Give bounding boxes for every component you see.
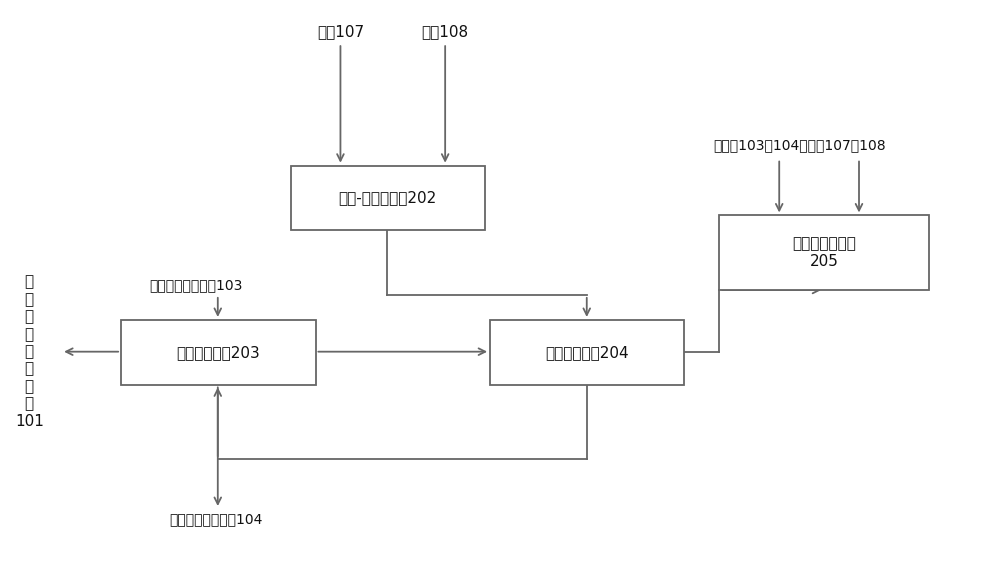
Text: 电路107: 电路107 — [317, 24, 364, 39]
Bar — [291, 166, 485, 230]
Bar — [719, 215, 929, 290]
Text: 数据串组合电路
205: 数据串组合电路 205 — [792, 236, 856, 269]
Bar — [121, 320, 316, 384]
Text: 汉
明
纠
错
算
法
电
路
101: 汉 明 纠 错 算 法 电 路 101 — [15, 275, 44, 429]
Text: 数值极性判断电路104: 数值极性判断电路104 — [169, 512, 262, 526]
Text: 地址生成电路204: 地址生成电路204 — [545, 345, 629, 360]
Text: 时钟产生电路203: 时钟产生电路203 — [176, 345, 260, 360]
Text: 编码-解码转换器202: 编码-解码转换器202 — [339, 190, 437, 206]
Bar — [490, 320, 684, 384]
Text: 求最大偏差值电路103: 求最大偏差值电路103 — [149, 278, 242, 292]
Text: 电路108: 电路108 — [422, 24, 469, 39]
Text: 存储器103、104；模块107、108: 存储器103、104；模块107、108 — [713, 139, 885, 152]
